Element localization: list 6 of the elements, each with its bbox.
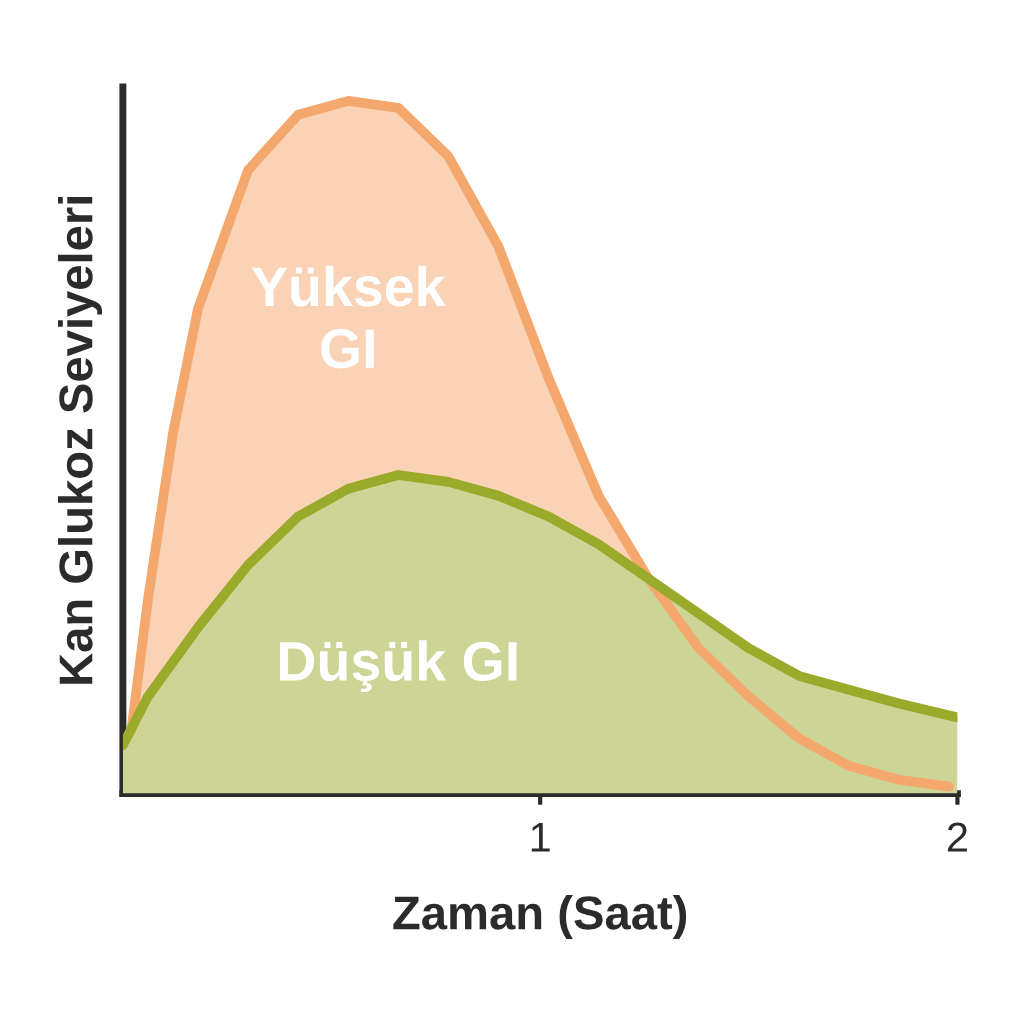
series-label: Yüksek GI	[251, 265, 446, 369]
series-label: Düşük GI	[280, 640, 517, 693]
x-tick-label: 1	[531, 822, 550, 852]
x-axis-title: Zaman (Saat)	[393, 894, 687, 939]
y-axis-title: Kan Glukoz Seviyeleri	[58, 196, 103, 684]
x-tick-label: 2	[947, 822, 967, 852]
